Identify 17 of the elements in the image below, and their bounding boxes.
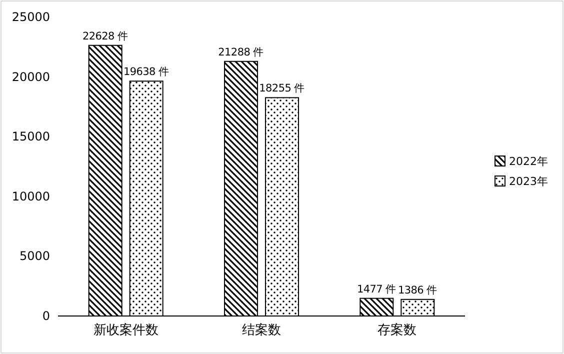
x-tick-label: 存案数 (378, 322, 417, 338)
data-label: 22628 件 (82, 30, 128, 42)
data-label: 1386 件 (398, 284, 438, 296)
legend-label: 2023年 (509, 175, 548, 188)
legend-label: 2022年 (509, 155, 548, 168)
data-label: 1477 件 (357, 283, 397, 296)
y-tick-label: 10000 (12, 189, 50, 204)
data-label: 18255 件 (259, 82, 306, 95)
y-tick-label: 5000 (19, 249, 50, 264)
y-tick-label: 20000 (12, 70, 50, 84)
y-tick-label: 0 (42, 309, 50, 323)
data-label: 21288 件 (218, 46, 264, 58)
x-tick-label: 新收案件数 (93, 322, 158, 338)
y-tick-label: 25000 (12, 10, 50, 24)
data-label: 19638 件 (124, 66, 170, 78)
y-tick-label: 15000 (12, 130, 50, 144)
x-tick-label: 结案数 (242, 322, 281, 338)
